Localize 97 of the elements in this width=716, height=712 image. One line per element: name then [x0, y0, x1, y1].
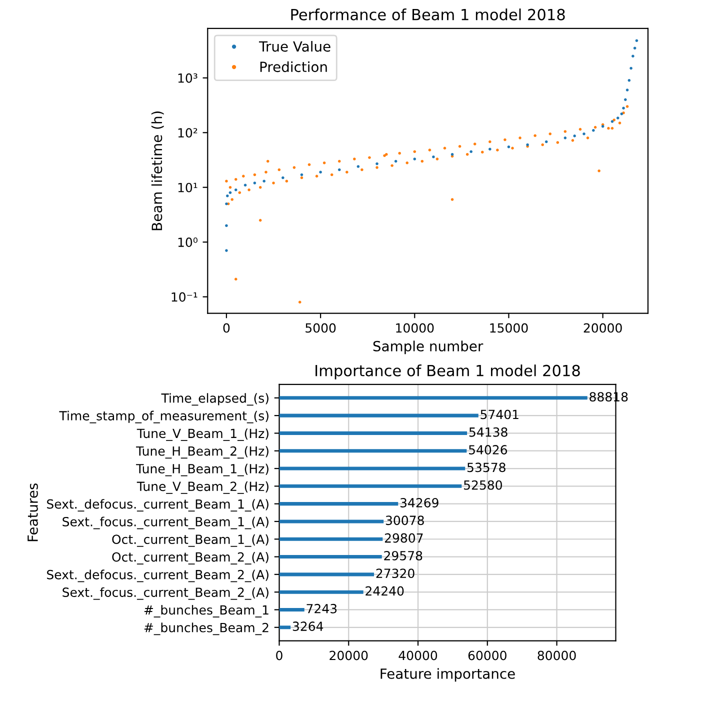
y-tick-label: Time_elapsed_(s) [161, 393, 268, 406]
point [226, 194, 229, 198]
point [470, 150, 472, 153]
y-tick-label: Sext._focus._current_Beam_2_(A) [62, 587, 268, 600]
data-label: 54138 [469, 427, 508, 437]
point [253, 182, 256, 184]
x-tick-label: 5000 [306, 323, 336, 333]
y-tick-label: #_bunches_Beam_2 [144, 622, 268, 636]
x-tick-label: 20000 [330, 650, 368, 660]
chart-title: Importance of Beam 1 model 2018 [316, 364, 580, 380]
x-tick-label: 0 [223, 323, 230, 333]
bar [279, 572, 374, 576]
y-tick-label: Oct._current_Beam_2_(A) [112, 552, 268, 564]
point [622, 106, 625, 110]
point [338, 168, 341, 172]
y-tick-label: Tune_H_Beam_1_(Hz) [136, 464, 268, 476]
point [225, 224, 228, 227]
x-axis-title: Sample number [373, 340, 484, 354]
point [228, 191, 232, 194]
x-tick-label: 40000 [398, 650, 438, 660]
y-tick-label: Time_stamp_of_measurement_(s) [59, 410, 268, 424]
bar [279, 396, 588, 400]
y-tick-label: Sext._focus._current_Beam_1_(A) [62, 516, 268, 530]
data-label: 57401 [480, 410, 518, 420]
y-tick-label: 10⁻¹ [172, 292, 198, 302]
y-tick-label: Tune_V_Beam_2_(Hz) [136, 481, 268, 494]
data-label: 52580 [464, 480, 502, 490]
legend-label: True Value [258, 40, 330, 52]
bar [279, 590, 364, 594]
x-tick-label: 60000 [468, 650, 506, 660]
data-label: 29807 [384, 533, 423, 543]
y-tick-label: Sext._defocus._current_Beam_2_(A) [47, 570, 268, 582]
data-label: 54026 [469, 445, 508, 454]
point [234, 188, 238, 192]
point [616, 116, 620, 120]
x-tick-label: 20000 [584, 323, 622, 333]
y-tick-label: Sext._defocus._current_Beam_1_(A) [47, 499, 268, 512]
point [225, 249, 228, 252]
y-tick-label: Oct._current_Beam_1_(A) [112, 534, 268, 547]
data-label: 29578 [384, 550, 422, 560]
y-tick-label: 10² [178, 128, 198, 138]
data-label: 27320 [376, 568, 414, 578]
point [592, 128, 595, 132]
point [564, 136, 567, 140]
point [626, 88, 629, 92]
point [573, 134, 576, 138]
y-tick-label: 10³ [178, 73, 198, 83]
data-label: 7243 [306, 604, 337, 614]
x-tick-label: 80000 [538, 650, 576, 660]
x-tick-label: 15000 [490, 323, 528, 333]
bar [279, 537, 383, 541]
y-axis-title: Beam lifetime (h) [151, 112, 164, 230]
data-label: 34269 [400, 498, 438, 508]
point [632, 54, 634, 58]
bar [279, 414, 478, 418]
bar [279, 466, 466, 470]
point [544, 140, 548, 144]
bar [279, 502, 398, 506]
chart-title: Performance of Beam 1 model 2018 [291, 8, 565, 20]
point [282, 176, 284, 180]
bar [279, 520, 384, 524]
point [582, 132, 586, 136]
bar [279, 431, 468, 435]
point [630, 66, 632, 70]
point [394, 160, 398, 163]
point [624, 98, 627, 102]
point [628, 79, 631, 82]
point [633, 46, 636, 50]
data-label: 53578 [467, 462, 506, 472]
x-tick-label: 0 [276, 650, 282, 660]
y-tick-label: Tune_V_Beam_1_(Hz) [136, 428, 268, 441]
x-axis-title: Feature importance [380, 668, 515, 682]
bar [279, 626, 291, 630]
bar [279, 608, 304, 612]
y-tick-label: #_bunches_Beam_1 [144, 604, 268, 618]
y-tick-label: 10⁰ [178, 238, 198, 248]
point [488, 148, 492, 150]
point [262, 180, 266, 183]
point [432, 156, 435, 158]
x-tick-label: 10000 [396, 323, 434, 333]
point [507, 145, 510, 148]
point [635, 39, 638, 42]
point [244, 184, 247, 186]
bar [279, 555, 382, 559]
data-label: 3264 [292, 622, 324, 632]
y-axis-title: Features [28, 483, 38, 542]
y-tick-label: Tune_H_Beam_2_(Hz) [136, 446, 268, 459]
bar [279, 484, 462, 488]
data-label: 30078 [386, 516, 424, 526]
y-tick-label: 10¹ [178, 182, 198, 192]
point [319, 170, 322, 174]
legend-label: Prediction [260, 61, 327, 72]
point [376, 162, 378, 166]
bar [279, 449, 467, 453]
point [356, 165, 360, 168]
point [413, 158, 416, 160]
data-label: 24240 [366, 586, 404, 596]
